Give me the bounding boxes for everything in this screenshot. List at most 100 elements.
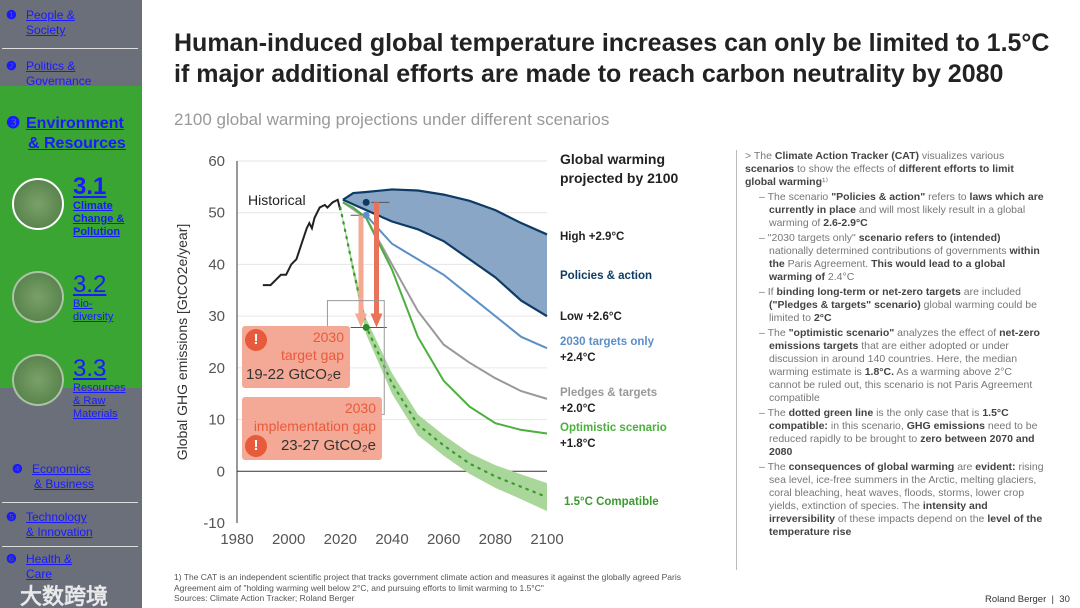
implementation-gap-box: 2030 implementation gap ! 23-27 GtCO₂e xyxy=(242,397,382,460)
nav-politics-governance[interactable]: ❷ Politics & Governance xyxy=(6,59,91,89)
nav-label: Politics & xyxy=(26,59,76,73)
legend-low: Low +2.6°C xyxy=(560,311,622,323)
x-tick-label: 2020 xyxy=(324,531,357,548)
warning-icon: ! xyxy=(245,435,267,457)
target-gap-title: 2030 target gap xyxy=(281,328,344,364)
series-line-optimistic-scenario xyxy=(342,201,548,435)
y-tick-label: 40 xyxy=(208,256,225,273)
implementation-gap-title: 2030 implementation gap xyxy=(254,399,376,435)
sub-number: 3.2 xyxy=(73,271,107,298)
sub-number: 3.1 xyxy=(73,173,107,200)
y-axis-label: Global GHG emissions [GtCO2e/year] xyxy=(174,224,190,461)
x-tick-label: 2060 xyxy=(427,531,460,548)
nav-environment-resources[interactable]: ❸ Environment & Resources xyxy=(6,114,126,154)
legend-compatible: 1.5°C Compatible xyxy=(564,496,659,508)
nav-health-care[interactable]: ❻ Health & Care xyxy=(6,552,72,582)
series-line-high xyxy=(342,188,548,236)
legend-optimistic-temp: +1.8°C xyxy=(560,438,596,450)
gap-label: implementation gap xyxy=(253,418,376,434)
legend-title: Global warming xyxy=(560,151,665,167)
sub-label: Resources & Raw Materials xyxy=(73,382,126,420)
brand-footer: Roland Berger | 30 xyxy=(985,594,1070,605)
implementation-gap-arrowhead xyxy=(370,313,383,328)
y-tick-label: 30 xyxy=(208,308,225,325)
x-tick-label: 2080 xyxy=(479,531,512,548)
nav-sub-climate[interactable]: 3.1 Climate Change & Pollution xyxy=(73,174,128,239)
sidebar-nav: ❶ People & Society ❷ Politics & Governance ❸… xyxy=(0,0,142,608)
nav-technology-innovation[interactable]: ❺ Technology & Innovation xyxy=(6,510,93,540)
legend-pledges: Pledges & targets xyxy=(560,387,657,399)
page-number: 30 xyxy=(1059,594,1070,605)
intro-paragraph: > The Climate Action Tracker (CAT) visua… xyxy=(745,150,1014,188)
y-tick-label: 60 xyxy=(208,153,225,170)
legend-2030-temp: +2.4°C xyxy=(560,352,596,364)
implementation-gap-value: 23-27 GtCO₂e xyxy=(280,437,376,454)
legend-pledges-temp: +2.0°C xyxy=(560,403,596,415)
data-point xyxy=(362,324,370,332)
nav-number: ❸ xyxy=(6,115,21,132)
x-tick-label: 2100 xyxy=(530,531,563,548)
divider xyxy=(2,502,138,503)
nav-label: Technology xyxy=(26,510,87,524)
data-point xyxy=(362,198,370,206)
footnote-text: 1) The CAT is an independent scientific … xyxy=(174,572,681,593)
divider xyxy=(2,48,138,49)
nav-label: & Resources xyxy=(28,135,126,152)
gap-label: target gap xyxy=(280,347,344,363)
series-line-2030-targets-only xyxy=(365,214,548,350)
warning-icon: ! xyxy=(245,329,267,351)
sub-number: 3.3 xyxy=(73,355,107,382)
bullet-item: – The "optimistic scenario" analyzes the… xyxy=(759,327,1040,404)
nav-people-society[interactable]: ❶ People & Society xyxy=(6,8,75,38)
nav-economics-business[interactable]: ❹ Economics & Business xyxy=(6,462,94,492)
legend-policies: Policies & action xyxy=(560,270,652,282)
bullet-item: – If binding long-term or net-zero targe… xyxy=(759,286,1037,324)
nav-label: Care xyxy=(26,567,53,581)
sources-text: Sources: Climate Action Tracker; Roland … xyxy=(174,593,355,603)
nav-sub-resources[interactable]: 3.3 Resources & Raw Materials xyxy=(73,355,126,421)
bullet-item: – The dotted green line is the only case… xyxy=(759,407,1038,458)
watermark-logo: 大数跨境 xyxy=(20,584,109,608)
x-tick-label: 1980 xyxy=(220,531,253,548)
legend-title: projected by 2100 xyxy=(560,170,678,186)
nav-label: Governance xyxy=(26,74,92,88)
page-title: Human-induced global temperature increas… xyxy=(174,29,1050,88)
y-tick-label: -10 xyxy=(203,515,225,532)
target-gap-box: ! 2030 target gap 19-22 GtCO₂e xyxy=(242,326,350,388)
legend-optimistic: Optimistic scenario xyxy=(560,422,667,434)
target-gap-value: 19-22 GtCO₂e xyxy=(246,366,342,383)
series-line-historical xyxy=(262,198,342,287)
nav-label: Economics xyxy=(32,462,91,476)
nav-number: ❷ xyxy=(6,59,17,73)
nav-sub-biodiversity[interactable]: 3.2 Bio-diversity xyxy=(73,272,113,324)
explanation-text: > The Climate Action Tracker (CAT) visua… xyxy=(736,150,1046,570)
brand-name: Roland Berger xyxy=(985,594,1047,605)
historical-label: Historical xyxy=(248,192,306,208)
resources-image xyxy=(12,354,64,406)
bullet-item: – "2030 targets only" scenario refers to… xyxy=(759,232,1040,283)
nav-label: People & xyxy=(26,8,75,22)
legend-2030-targets: 2030 targets only xyxy=(560,336,655,348)
gap-year: 2030 xyxy=(344,400,376,416)
nav-label: Environment xyxy=(26,115,124,132)
sub-label: Climate Change & Pollution xyxy=(73,200,125,238)
bullet-item: – The consequences of global warming are… xyxy=(759,461,1044,538)
bullet-item: – The scenario "Policies & action" refer… xyxy=(759,191,1044,229)
nav-label: & Innovation xyxy=(26,525,93,539)
target-gap-arrowhead xyxy=(355,313,367,328)
x-tick-label: 2000 xyxy=(272,531,305,548)
page-subtitle: 2100 global warming projections under di… xyxy=(174,110,610,129)
sub-label: Bio-diversity xyxy=(73,298,114,323)
biodiversity-image xyxy=(12,271,64,323)
legend-high: High +2.9°C xyxy=(560,231,624,243)
y-tick-label: 0 xyxy=(217,463,225,480)
nav-number: ❻ xyxy=(6,552,17,566)
nav-number: ❶ xyxy=(6,8,17,22)
nav-section-environment: ❸ Environment & Resources 3.1 Climate Chang… xyxy=(0,86,142,420)
y-tick-label: 50 xyxy=(208,205,225,222)
y-tick-label: 10 xyxy=(208,412,225,429)
nav-number: ❺ xyxy=(6,510,17,524)
nav-label: & Business xyxy=(34,477,95,491)
x-tick-label: 2040 xyxy=(375,531,408,548)
